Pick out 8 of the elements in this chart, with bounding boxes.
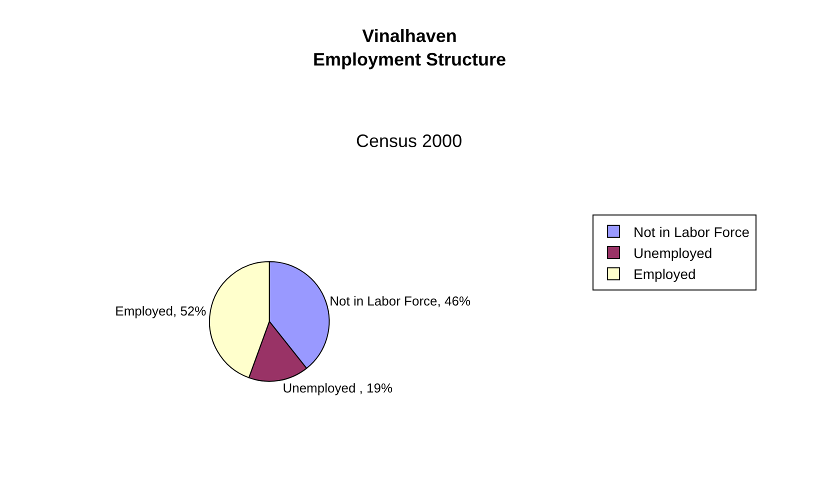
data-label: Not in Labor Force, 46% [330, 293, 471, 308]
data-label: Unemployed , 19% [282, 380, 393, 396]
data-label: Employed, 52% [115, 303, 207, 318]
legend-label: Employed [634, 266, 696, 282]
chart-title: Vinalhaven Employment Structure [313, 26, 506, 70]
chart-subtitle: Census 2000 [356, 131, 462, 151]
legend-label: Not in Labor Force [634, 224, 750, 240]
legend-label: Unemployed [634, 245, 712, 261]
